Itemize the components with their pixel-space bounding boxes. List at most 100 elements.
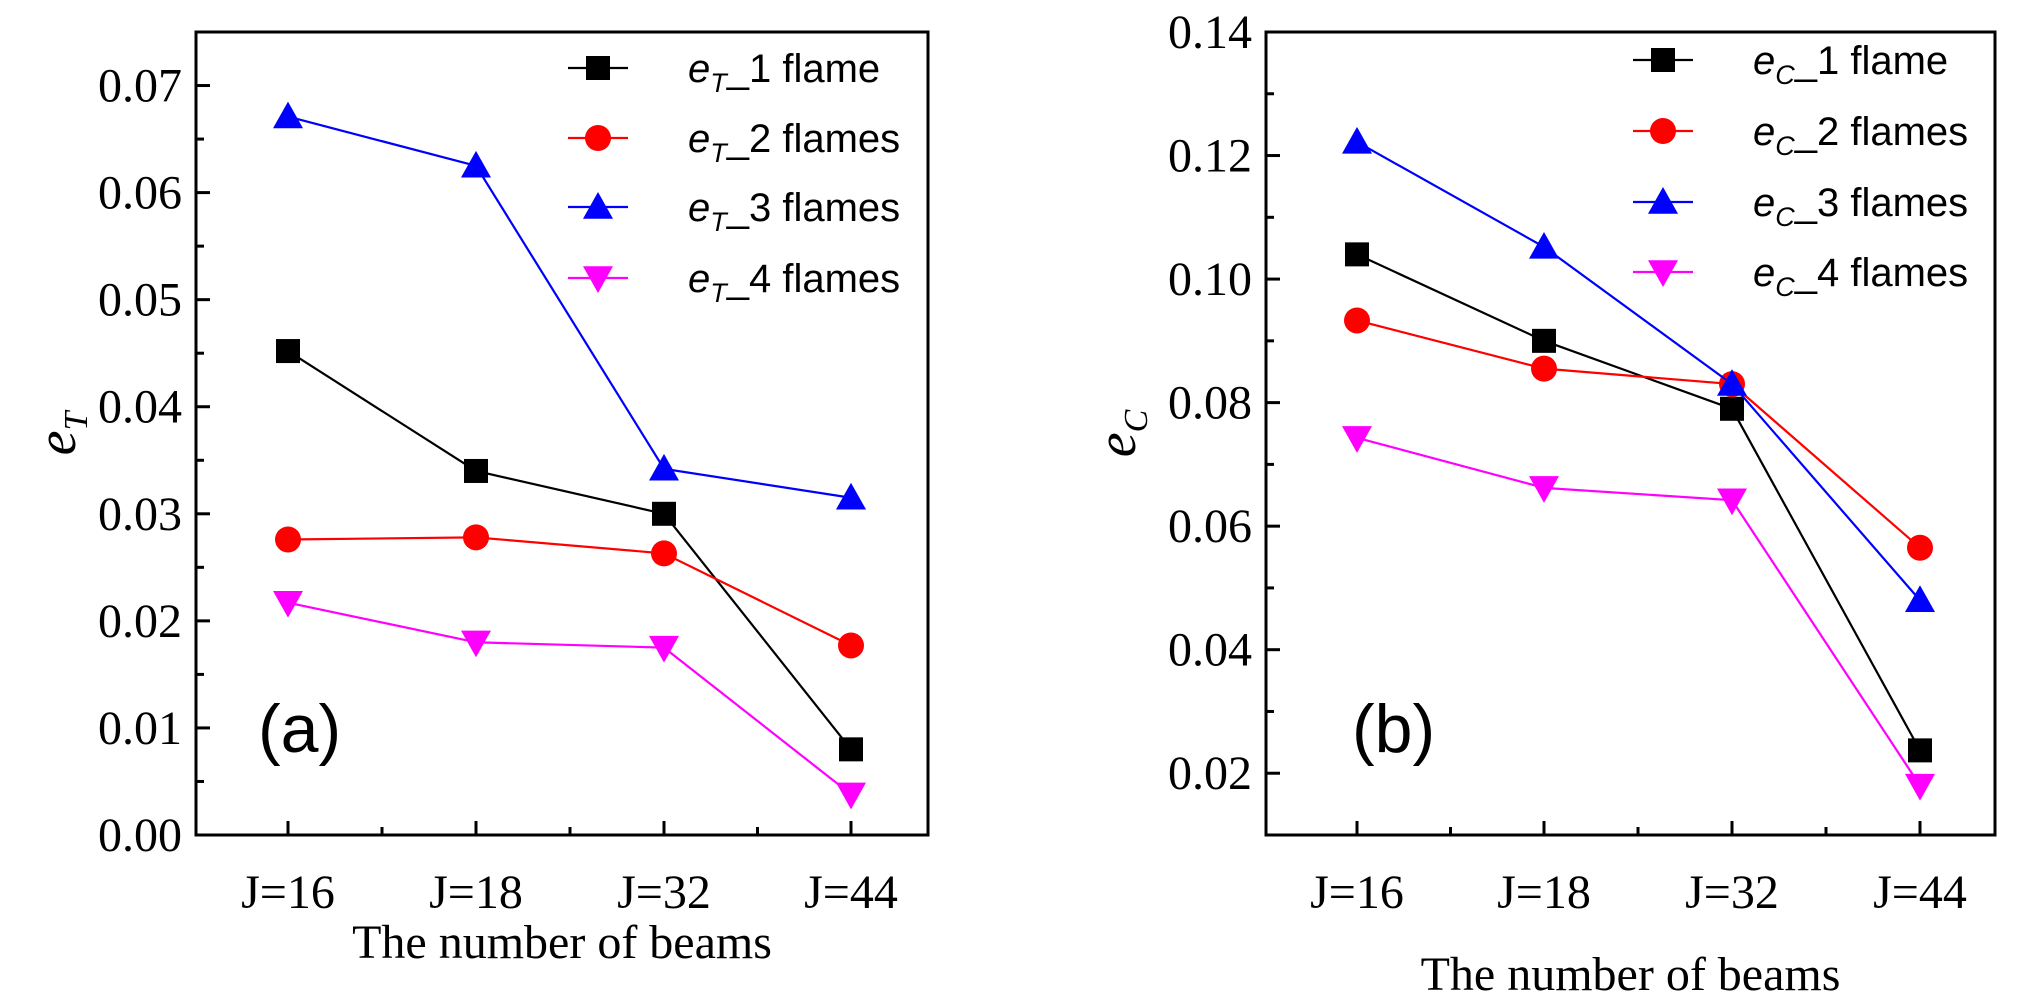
y-tick-label: 0.00 (98, 809, 182, 862)
legend-entry-e: e (688, 186, 710, 230)
series-line-2 (1356, 319, 1921, 549)
y-tick-label: 0.06 (1168, 500, 1252, 553)
series-line-2 (287, 536, 852, 647)
legend-entry-label: _1 flame (726, 47, 880, 91)
legend-marker (586, 56, 610, 80)
data-point (836, 482, 866, 510)
legend-entry-sub: C (1775, 60, 1795, 90)
legend-entry-sub: T (710, 138, 729, 168)
panel-label: (b) (1352, 691, 1435, 767)
panel-label: (a) (258, 691, 341, 767)
legend-entry-e: e (1753, 110, 1775, 154)
legend-entry-label: _4 flames (726, 257, 900, 301)
legend-entry-label: _3 flames (726, 186, 900, 230)
data-point (273, 101, 303, 129)
data-point (1342, 426, 1372, 453)
x-tick-label: J=32 (617, 866, 711, 919)
legend-entry: eC_1 flame (1753, 39, 1948, 90)
legend-entry-sub: C (1775, 272, 1795, 302)
legend-entry-e: e (688, 117, 710, 161)
data-point (463, 524, 489, 551)
series-line-4 (1356, 436, 1921, 787)
x-tick-label: J=44 (1873, 866, 1967, 919)
data-point (1717, 488, 1747, 516)
legend-entry: eC_4 flames (1753, 251, 1968, 302)
y-axis-title-main: e (1086, 432, 1148, 457)
y-tick-label: 0.01 (98, 702, 182, 755)
x-axis-title: The number of beams (1421, 948, 1841, 1001)
legend-entry-e: e (688, 47, 710, 91)
legend-entry-e: e (688, 257, 710, 301)
legend-entry: eC_2 flames (1753, 110, 1968, 161)
data-point (839, 737, 863, 762)
chart-panel-a: 0.00 0.01 0.02 0.03 0.04 0.05 0.06 0.07 J=16 J=18… (26, 30, 930, 969)
data-point (1531, 355, 1557, 382)
data-point (1344, 307, 1370, 334)
data-point (1907, 534, 1933, 561)
x-axis-title: The number of beams (352, 916, 772, 969)
legend-marker (585, 125, 611, 151)
legend-entry-label: _2 flames (1794, 110, 1968, 154)
y-tick-label: 0.03 (98, 488, 182, 541)
legend-entry: eT_2 flames (688, 117, 900, 168)
legend-marker (583, 266, 613, 293)
series-line-1 (287, 350, 852, 751)
y-tick-label: 0.06 (98, 167, 182, 220)
legend-entry-e: e (1753, 251, 1775, 295)
y-tick-label: 0.04 (98, 381, 182, 434)
y-tick-label: 0.14 (1168, 6, 1252, 59)
data-point (1905, 585, 1935, 612)
x-tick-label: J=18 (429, 866, 523, 919)
data-point (652, 501, 676, 526)
legend-entry-sub: C (1775, 202, 1795, 232)
data-point (275, 526, 301, 553)
legend-entry-sub: T (710, 68, 729, 98)
data-point (836, 782, 866, 810)
data-point (1908, 738, 1932, 763)
legend-marker (583, 192, 613, 219)
data-point (649, 453, 679, 481)
data-point (1345, 242, 1369, 267)
y-tick-label: 0.10 (1168, 253, 1252, 306)
legend-entry: eT_3 flames (688, 186, 900, 237)
data-point (1905, 773, 1935, 801)
y-axis-title: eT (26, 410, 95, 456)
y-axis-title-sub: T (58, 410, 95, 431)
data-point (1342, 126, 1372, 154)
legend-entry-e: e (1753, 181, 1775, 225)
data-point (273, 590, 303, 618)
legend-entry-label: _1 flame (1794, 39, 1948, 83)
x-tick-label: J=44 (804, 866, 898, 919)
legend-marker (1650, 118, 1676, 144)
legend-marker (1648, 260, 1678, 287)
x-tick-label: J=18 (1497, 866, 1591, 919)
legend-entry-sub: C (1775, 131, 1795, 161)
y-tick-label: 0.05 (98, 274, 182, 327)
data-point (464, 458, 488, 483)
legend-entry-sub: T (710, 278, 729, 308)
data-point (461, 150, 491, 178)
y-tick-label: 0.02 (1168, 747, 1252, 800)
series-line-3 (1356, 140, 1921, 601)
data-point (1529, 231, 1559, 259)
legend-entry-label: _4 flames (1794, 251, 1968, 295)
chart-panel-b: 0.02 0.04 0.06 0.08 0.10 0.12 0.14 J=16 J=18 J=32… (1086, 6, 1997, 1001)
legend-entry: eC_3 flames (1753, 181, 1968, 232)
y-tick-label: 0.12 (1168, 130, 1252, 183)
legend-entry-label: _2 flames (726, 117, 900, 161)
plot-frame (1264, 30, 1997, 837)
legend-marker (1651, 48, 1675, 72)
x-tick-label: J=16 (1310, 866, 1404, 919)
legend-entry-label: _3 flames (1794, 181, 1968, 225)
data-point (1529, 476, 1559, 503)
data-point (1532, 328, 1556, 353)
data-point (649, 635, 679, 663)
data-point (1720, 396, 1744, 421)
x-tick-label: J=16 (241, 866, 335, 919)
y-axis-title-main: e (26, 431, 88, 456)
legend-entry-sub: T (710, 207, 729, 237)
data-point (1717, 369, 1747, 396)
y-axis-title-sub: C (1118, 409, 1155, 432)
y-tick-label: 0.08 (1168, 377, 1252, 430)
